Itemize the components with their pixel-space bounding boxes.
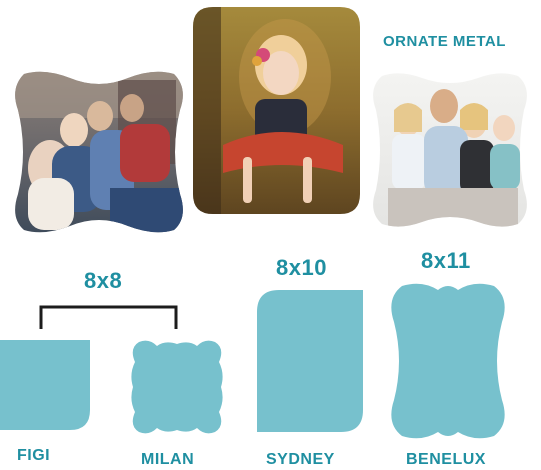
shape-benelux bbox=[391, 283, 505, 439]
size-label-8x11: 8x11 bbox=[421, 248, 471, 273]
photo-girl-on-chair bbox=[193, 7, 360, 214]
shape-name-figi: FIGI bbox=[17, 447, 51, 464]
shape-name-milan: MILAN bbox=[141, 451, 195, 468]
photo-family-portrait bbox=[373, 73, 527, 227]
product-title: ORNATE METAL bbox=[383, 33, 506, 50]
shape-sydney bbox=[257, 290, 363, 432]
photo-family-sitting bbox=[15, 71, 183, 233]
shape-milan bbox=[131, 340, 223, 434]
group-bracket-8x8 bbox=[39, 305, 178, 329]
shape-name-benelux: BENELUX bbox=[406, 451, 486, 468]
shape-figi bbox=[0, 340, 90, 430]
size-label-8x8: 8x8 bbox=[84, 268, 123, 293]
size-label-8x10: 8x10 bbox=[276, 255, 327, 280]
shape-name-sydney: SYDNEY bbox=[266, 451, 335, 468]
